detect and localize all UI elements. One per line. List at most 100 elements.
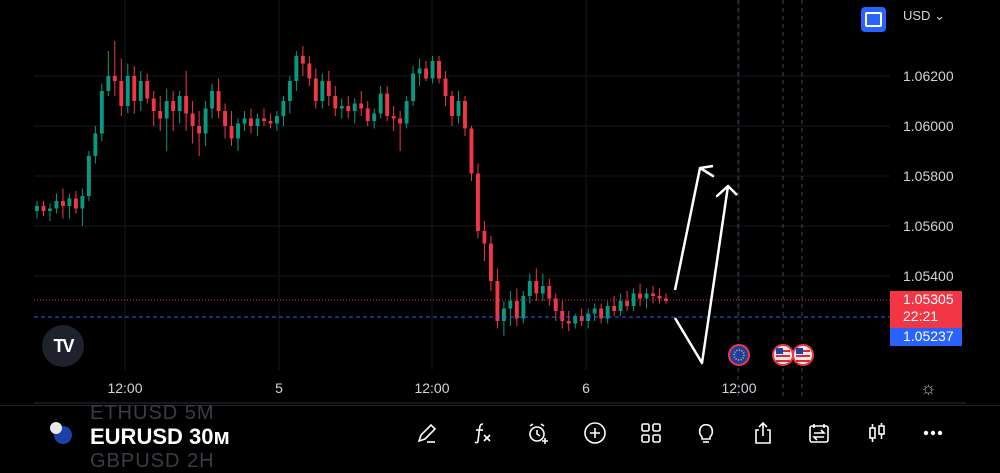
candle [469,126,474,181]
candle [378,86,383,119]
price-axis[interactable]: 1.06200 1.06000 1.05800 1.05600 1.05400 [903,68,954,284]
candle [488,236,493,291]
candle [417,58,422,86]
candle [450,91,454,126]
candle [203,101,208,146]
candle [41,201,46,216]
candle [359,91,364,116]
candle [145,73,150,104]
candle [35,201,39,219]
us-event-icon-2[interactable] [792,344,814,366]
candles-icon[interactable] [862,418,892,448]
us-event-icon[interactable] [772,344,794,366]
replay-icon[interactable] [804,418,834,448]
tradingview-logo[interactable]: TV [42,325,84,367]
interval-label: 30м [189,424,230,449]
grid-icon[interactable] [636,418,666,448]
candle [398,111,403,151]
currency-label: USD [903,8,931,23]
candle [132,66,137,114]
candle [268,113,273,129]
candle [99,83,104,141]
candle [476,163,480,239]
candle [274,111,279,131]
function-icon[interactable] [467,418,497,448]
candle [171,91,176,131]
candle [216,78,221,119]
candle [424,61,429,81]
candle [631,288,636,311]
candle [625,291,630,311]
candle [599,303,604,324]
candle [664,293,668,304]
candle [236,118,240,151]
candle [125,63,130,114]
candle [54,193,59,214]
time-tick-label: 5 [275,380,283,396]
candle [352,98,357,124]
last-price-value: 1.05305 [903,291,954,307]
candle [138,71,143,111]
candle [618,293,623,316]
candle [651,286,655,304]
candle [86,151,91,201]
candle [190,101,195,144]
candle [586,308,591,329]
more-icon[interactable] [918,418,948,448]
candle [547,278,552,306]
price-chart[interactable]: 1.06200 1.06000 1.05800 1.05600 1.05400 12:0… [0,0,1000,405]
candle [540,273,545,301]
candle [553,293,558,321]
currency-selector[interactable]: USD ⌄ [903,8,945,24]
candle [151,91,156,126]
candle [404,96,409,129]
candle [184,71,189,131]
bid-price-value: 1.05237 [903,328,954,344]
share-icon[interactable] [748,418,778,448]
candle [106,51,111,96]
price-tick-label: 1.06000 [903,118,954,134]
event-lines [737,0,803,398]
eu-event-icon[interactable] [728,344,750,366]
ghost-symbol-prev: ETHUSD 5M [90,402,215,424]
candle [158,96,163,131]
time-axis[interactable]: 12:00 5 12:00 6 12:00 [107,380,756,396]
candle [437,56,441,84]
candle [294,51,299,91]
lightbulb-icon[interactable] [691,418,721,448]
candle [223,103,227,139]
gear-icon[interactable]: ☼ [920,378,937,398]
candle [307,56,312,86]
candle [164,88,169,151]
candle [249,108,253,134]
chart-grid [34,0,966,404]
candle [313,68,318,109]
fit-screen-button[interactable] [861,7,886,32]
drawn-arrow-right[interactable] [673,184,738,365]
candle [560,301,565,329]
candle [456,91,461,124]
plus-circle-icon[interactable] [580,418,610,448]
candle [197,111,202,156]
candle [346,96,351,119]
candle [365,101,370,126]
pencil-icon[interactable] [412,418,442,448]
candle [605,301,610,324]
price-tick-label: 1.05600 [903,218,954,234]
candle [73,191,78,214]
alert-clock-icon[interactable] [523,418,553,448]
candle [482,221,487,261]
candle [508,291,513,326]
candle [385,86,390,121]
candle [112,41,117,96]
frame-icon [865,12,882,27]
candle [177,91,182,124]
symbol-selector[interactable]: EURUSD 30м [90,424,230,450]
price-tick-label: 1.05800 [903,168,954,184]
candle [287,76,292,114]
candle [514,288,519,326]
candle [339,98,344,119]
candle [255,113,260,136]
symbol-name: EURUSD [90,424,183,449]
drawn-arrow-left[interactable] [673,164,715,291]
